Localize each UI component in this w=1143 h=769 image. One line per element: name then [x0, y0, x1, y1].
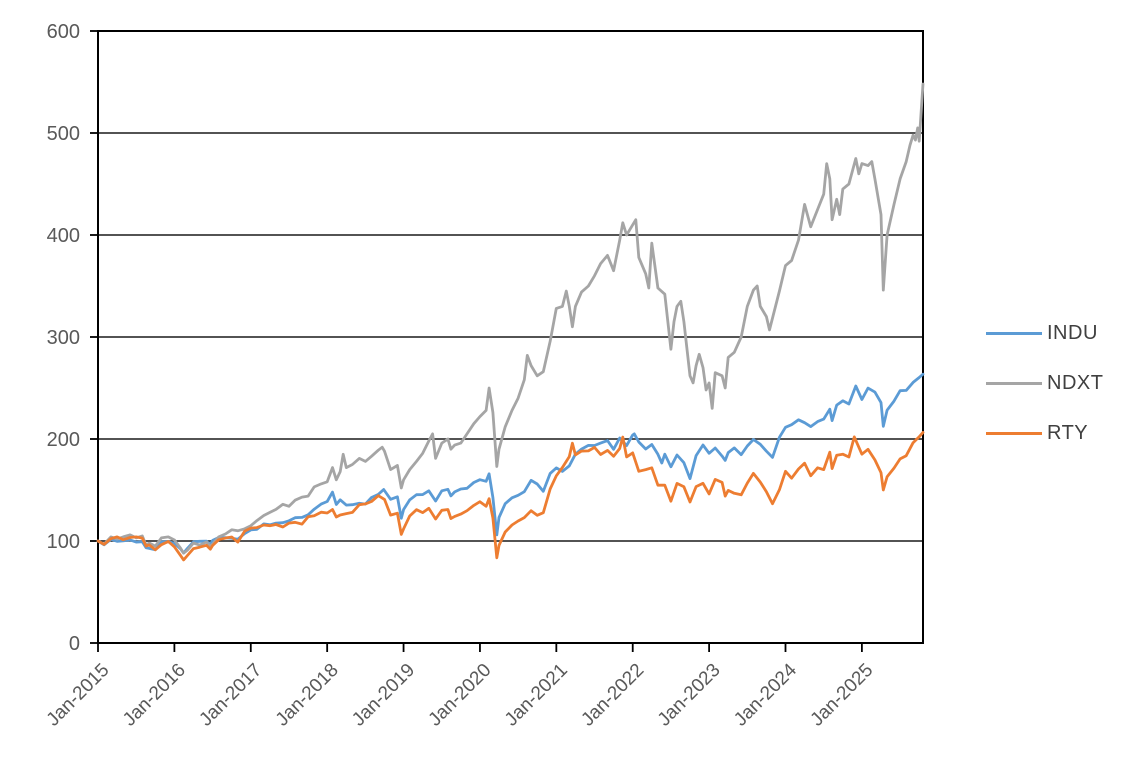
x-tick-label-Jan-2015: Jan-2015: [43, 660, 114, 731]
chart-legend: INDU NDXT RTY: [986, 308, 1103, 458]
x-tick-label-Jan-2016: Jan-2016: [119, 660, 190, 731]
plot-border: [97, 30, 924, 644]
legend-label-rty: RTY: [1047, 421, 1089, 444]
y-tick-label-600: 600: [47, 21, 80, 43]
y-tick-label-200: 200: [47, 429, 80, 451]
y-tick-label-300: 300: [47, 327, 80, 349]
x-tick-label-Jan-2017: Jan-2017: [195, 660, 266, 731]
x-tick-label-Jan-2020: Jan-2020: [425, 660, 496, 731]
y-tick-label-100: 100: [47, 531, 80, 553]
legend-swatch-rty: [986, 431, 1042, 435]
legend-item-ndxt: NDXT: [986, 358, 1103, 408]
x-tick-label-Jan-2018: Jan-2018: [272, 660, 343, 731]
x-tick-label-Jan-2023: Jan-2023: [654, 660, 725, 731]
x-tick-label-Jan-2021: Jan-2021: [501, 660, 572, 731]
legend-label-ndxt: NDXT: [1047, 371, 1104, 394]
legend-item-indu: INDU: [986, 308, 1103, 358]
x-tick-label-Jan-2022: Jan-2022: [577, 660, 648, 731]
legend-swatch-indu: [986, 331, 1042, 335]
x-tick-label-Jan-2025: Jan-2025: [807, 660, 878, 731]
y-tick-label-0: 0: [69, 633, 80, 655]
legend-swatch-ndxt: [986, 381, 1042, 385]
x-tick-label-Jan-2024: Jan-2024: [730, 659, 801, 730]
legend-item-rty: RTY: [986, 408, 1103, 458]
series-line-NDXT: [96, 82, 925, 555]
y-tick-label-400: 400: [47, 225, 80, 247]
series-line-RTY: [96, 431, 925, 562]
y-tick-label-500: 500: [47, 123, 80, 145]
x-tick-label-Jan-2019: Jan-2019: [348, 660, 419, 731]
legend-label-indu: INDU: [1047, 321, 1098, 344]
